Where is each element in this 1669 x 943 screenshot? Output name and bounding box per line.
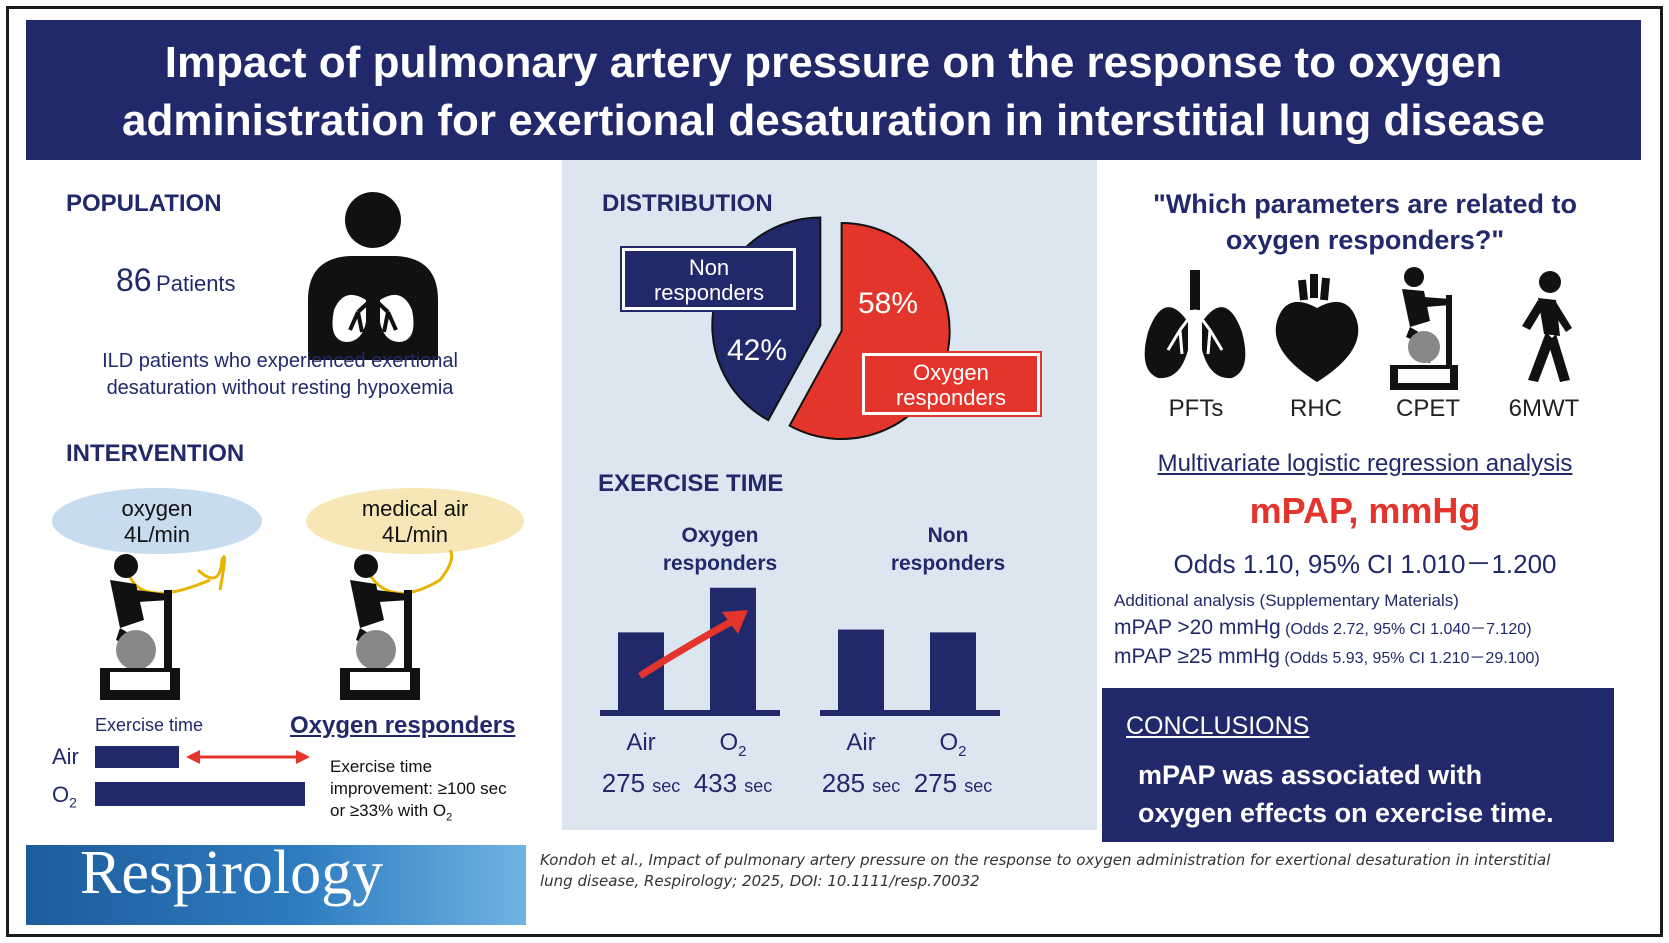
conclusions-panel: [1102, 688, 1614, 842]
non-responders-label-box: Non responders: [620, 246, 798, 312]
bar-value-label: 433 sec: [694, 768, 773, 798]
non-label-line-2: responders: [653, 280, 765, 305]
bar-value-label: 275 sec: [914, 768, 993, 798]
criteria-line-3-text: or ≥33% with O: [330, 801, 447, 820]
bar-category-label: O2: [939, 729, 966, 760]
heart-icon: [1275, 274, 1359, 382]
lungs-icon: [1144, 270, 1246, 379]
bar-category-label: O2: [719, 729, 746, 760]
exercise-time-heading: EXERCISE TIME: [598, 470, 784, 497]
additional-analysis-row-1: mPAP >20 mmHg (Odds 2.72, 95% CI 1.040－7…: [1114, 615, 1532, 640]
citation-line-1: Kondoh et al., Impact of pulmonary arter…: [540, 851, 1551, 869]
air-time-bar: [95, 746, 179, 768]
group-non-responders-title: Non responders: [848, 522, 1048, 578]
bar-baseline: [820, 710, 1000, 716]
icon-label-cpet: CPET: [1395, 395, 1460, 422]
citation-line-2: lung disease, Respirology; 2025, DOI: 10…: [540, 872, 980, 890]
o2-time-bar: [95, 782, 305, 806]
air-bubble: medical air 4L/min: [306, 488, 524, 554]
criteria-line-2: improvement: ≥100 sec: [330, 779, 507, 798]
bar-o2: [930, 632, 976, 710]
exercise-bike-oxygen-icon: [100, 554, 227, 700]
bar-air: [618, 632, 664, 710]
oxygen-label: oxygen: [121, 496, 193, 521]
additional-analysis-row-2: mPAP ≥25 mmHg (Odds 5.93, 95% CI 1.210－2…: [1114, 644, 1540, 669]
oxy-label-line-2: responders: [895, 385, 1007, 410]
oxygen-responders-percent: 58%: [858, 287, 919, 320]
o2-row-sub: 2: [69, 794, 77, 811]
odds-ratio: Odds 1.10, 95% CI 1.010－1.200: [1173, 549, 1557, 579]
analysis-method: Multivariate logistic regression analysi…: [1157, 450, 1573, 477]
bar-value-label: 275 sec: [602, 768, 681, 798]
add1-detail: (Odds 2.72, 95% CI 1.040－7.120): [1285, 621, 1532, 638]
improvement-arrow-shaft: [638, 614, 740, 679]
bar-air: [838, 629, 884, 710]
add2-main: mPAP ≥25 mmHg: [1114, 645, 1280, 668]
non-responders-percent: 42%: [727, 334, 788, 367]
bar-value-label: 285 sec: [822, 768, 901, 798]
non-label-line-1: Non: [688, 255, 730, 280]
criteria-line-1: Exercise time: [330, 757, 433, 776]
oxygen-bubble: oxygen 4L/min: [52, 488, 262, 554]
add1-main: mPAP >20 mmHg: [1114, 616, 1281, 639]
icon-label-pfts: PFTs: [1168, 395, 1224, 422]
patient-count: 86 Patients: [116, 262, 236, 299]
group-oxygen-responders-title: Oxygen responders: [620, 522, 820, 578]
citation: Kondoh et al., Impact of pulmonary arter…: [540, 850, 1630, 892]
add2-detail: (Odds 5.93, 95% CI 1.210－29.100): [1284, 650, 1540, 667]
distribution-heading: DISTRIBUTION: [602, 190, 773, 217]
oxygen-rate: 4L/min: [123, 522, 191, 547]
intervention-heading: INTERVENTION: [66, 440, 245, 467]
criteria-line-3-sub: 2: [446, 811, 453, 824]
conclusions-heading: CONCLUSIONS: [1126, 712, 1310, 740]
air-label: medical air: [361, 496, 469, 521]
oxygen-responders-label-box: Oxygen responders: [860, 351, 1042, 417]
icon-label-rhc: RHC: [1290, 395, 1342, 422]
oxy-label-line-1: Oxygen: [913, 360, 989, 385]
exercise-bike-air-icon: [340, 550, 454, 700]
patient-count-number: 86: [116, 262, 152, 298]
conclusion-line-2: oxygen effects on exercise time.: [1138, 798, 1554, 828]
icon-label-6mwt: 6MWT: [1508, 395, 1580, 422]
page-title: Impact of pulmonary artery pressure on t…: [122, 38, 1545, 145]
title-banner: Impact of pulmonary artery pressure on t…: [26, 20, 1641, 160]
bar-o2: [710, 587, 756, 710]
conclusion-line-1: mPAP was associated with: [1138, 760, 1483, 790]
o2-row-text: O: [52, 782, 70, 807]
responders-definition-heading: Oxygen responders: [290, 712, 516, 739]
air-rate: 4L/min: [381, 522, 449, 547]
criteria-line-3: or ≥33% with O2: [330, 800, 507, 828]
exercise-time-label: Exercise time: [95, 715, 204, 735]
patient-count-unit: Patients: [156, 271, 236, 296]
improvement-arrow-head: [722, 610, 748, 634]
journal-banner: [26, 845, 526, 925]
air-row-label: Air: [52, 744, 79, 769]
o2-row-label: O2: [52, 782, 77, 810]
group2-line-1: Non: [927, 524, 969, 547]
group1-line-1: Oxygen: [681, 524, 759, 547]
patient-lungs-icon: [308, 192, 438, 360]
bar-category-label: Air: [846, 729, 875, 756]
group2-line-2: responders: [890, 552, 1006, 575]
bar-category-label: Air: [626, 729, 655, 756]
exercise-time-bar-chart: Air 275 sec O2 433 sec Air 285 sec O2 275 sec: [600, 587, 1000, 798]
journal-logo: Respirology: [80, 839, 384, 907]
population-heading: POPULATION: [66, 190, 222, 217]
population-description: ILD patients who experienced exertional …: [102, 350, 458, 399]
double-arrow-icon: [186, 750, 310, 764]
group1-line-2: responders: [662, 552, 778, 575]
conclusions-text: mPAP was associated with oxygen effects …: [1138, 756, 1554, 832]
question-line-1: "Which parameters are related to: [1153, 189, 1577, 219]
question-line-2: oxygen responders?": [1225, 225, 1505, 255]
responder-criteria: Exercise time improvement: ≥100 sec or ≥…: [330, 756, 507, 828]
exercise-bike-icon: [1390, 267, 1458, 390]
research-question: "Which parameters are related to oxygen …: [1105, 186, 1625, 258]
key-parameter: mPAP, mmHg: [1249, 490, 1481, 531]
bar-baseline: [600, 710, 780, 716]
additional-analysis-heading: Additional analysis (Supplementary Mater…: [1114, 591, 1459, 610]
walking-person-icon: [1522, 271, 1572, 382]
